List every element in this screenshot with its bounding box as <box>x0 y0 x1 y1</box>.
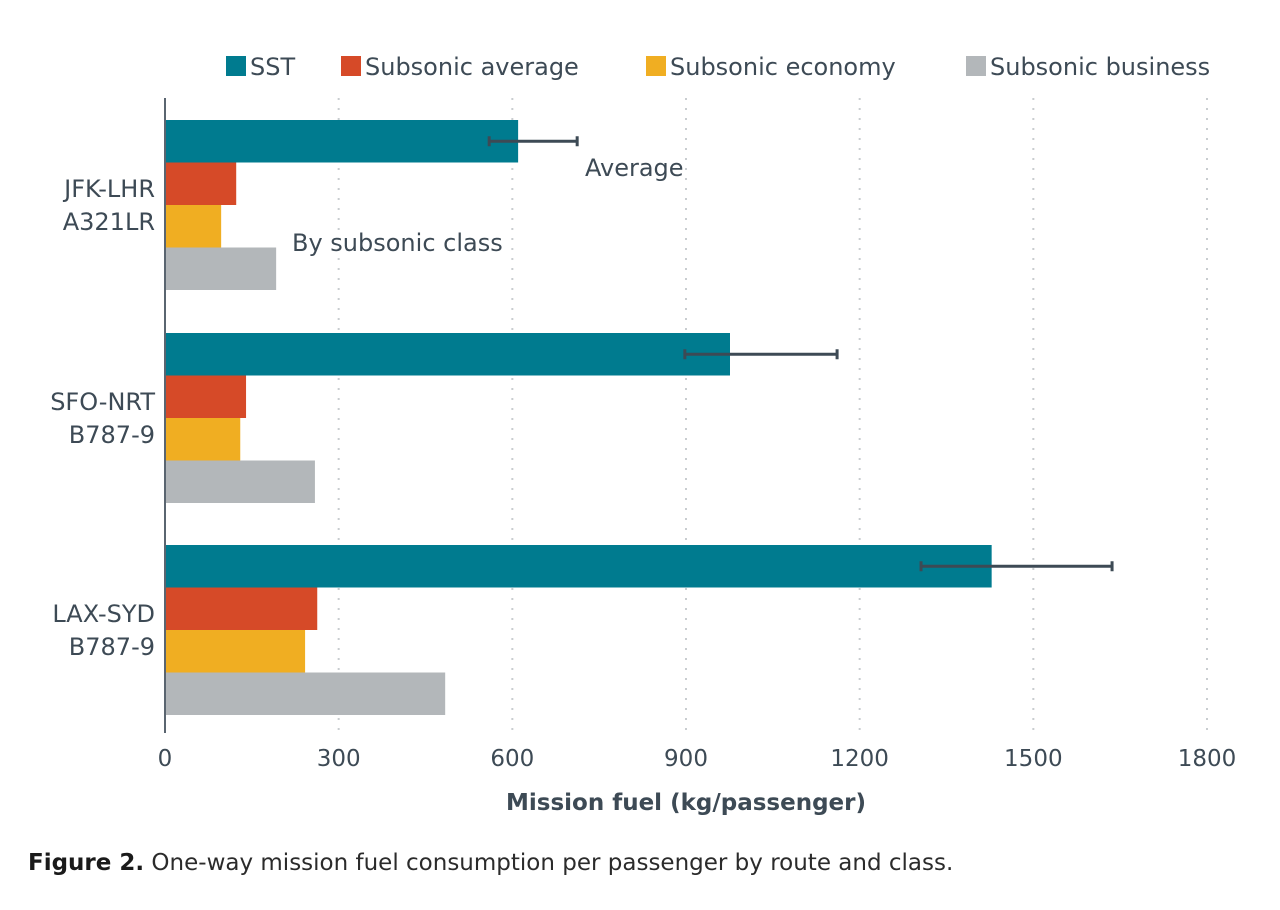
legend-swatch <box>966 56 986 76</box>
legend-label: Subsonic business <box>990 53 1210 81</box>
bar-subsonic-average <box>165 587 318 630</box>
bar-subsonic-economy <box>165 205 222 248</box>
legend-label: Subsonic economy <box>670 53 896 81</box>
category-label: JFK-LHR <box>62 175 155 203</box>
bar-subsonic-economy <box>165 630 306 673</box>
x-tick-labels: 0 300 600 900 1200 1500 1800 <box>158 746 1237 772</box>
bar-sst <box>165 333 730 376</box>
bars <box>165 120 992 715</box>
gridlines <box>337 98 1208 733</box>
bar-subsonic-economy <box>165 418 241 461</box>
caption-label: Figure 2. <box>28 850 145 876</box>
category-label: LAX-SYD <box>52 600 155 628</box>
bar-sst <box>165 545 992 588</box>
x-tick-label: 1200 <box>830 746 889 772</box>
x-tick-label: 600 <box>490 746 534 772</box>
bar-subsonic-business <box>165 672 446 715</box>
x-tick-label: 0 <box>158 746 173 772</box>
legend: SST Subsonic average Subsonic economy Subso… <box>226 53 1210 81</box>
category-label: A321LR <box>63 208 155 236</box>
category-labels: JFK-LHR A321LR SFO-NRT B787-9 LAX-SYD B787-9 <box>50 175 155 661</box>
x-tick-label: 300 <box>317 746 361 772</box>
bar-sst <box>165 120 519 163</box>
bar-subsonic-business <box>165 460 315 503</box>
legend-swatch <box>341 56 361 76</box>
error-bars <box>487 136 1114 572</box>
legend-label: SST <box>250 53 295 81</box>
legend-swatch <box>646 56 666 76</box>
legend-label: Subsonic average <box>365 53 579 81</box>
category-label: B787-9 <box>69 633 155 661</box>
category-label: B787-9 <box>69 421 155 449</box>
bar-chart: 0 300 600 900 1200 1500 1800 JFK-LHR A321LR SFO-… <box>50 53 1237 816</box>
figure-caption: Figure 2. One-way mission fuel consumpti… <box>28 850 953 876</box>
category-label: SFO-NRT <box>50 388 155 416</box>
x-tick-label: 1500 <box>1004 746 1063 772</box>
annotation-by-subsonic-class: By subsonic class <box>292 229 503 257</box>
bar-subsonic-average <box>165 375 247 418</box>
x-tick-label: 900 <box>664 746 708 772</box>
annotation-average: Average <box>585 154 684 182</box>
bar-subsonic-business <box>165 247 277 290</box>
caption-text: One-way mission fuel consumption per pas… <box>144 850 954 876</box>
x-axis-title: Mission fuel (kg/passenger) <box>506 790 866 816</box>
legend-swatch <box>226 56 246 76</box>
x-tick-label: 1800 <box>1178 746 1237 772</box>
bar-subsonic-average <box>165 162 237 205</box>
